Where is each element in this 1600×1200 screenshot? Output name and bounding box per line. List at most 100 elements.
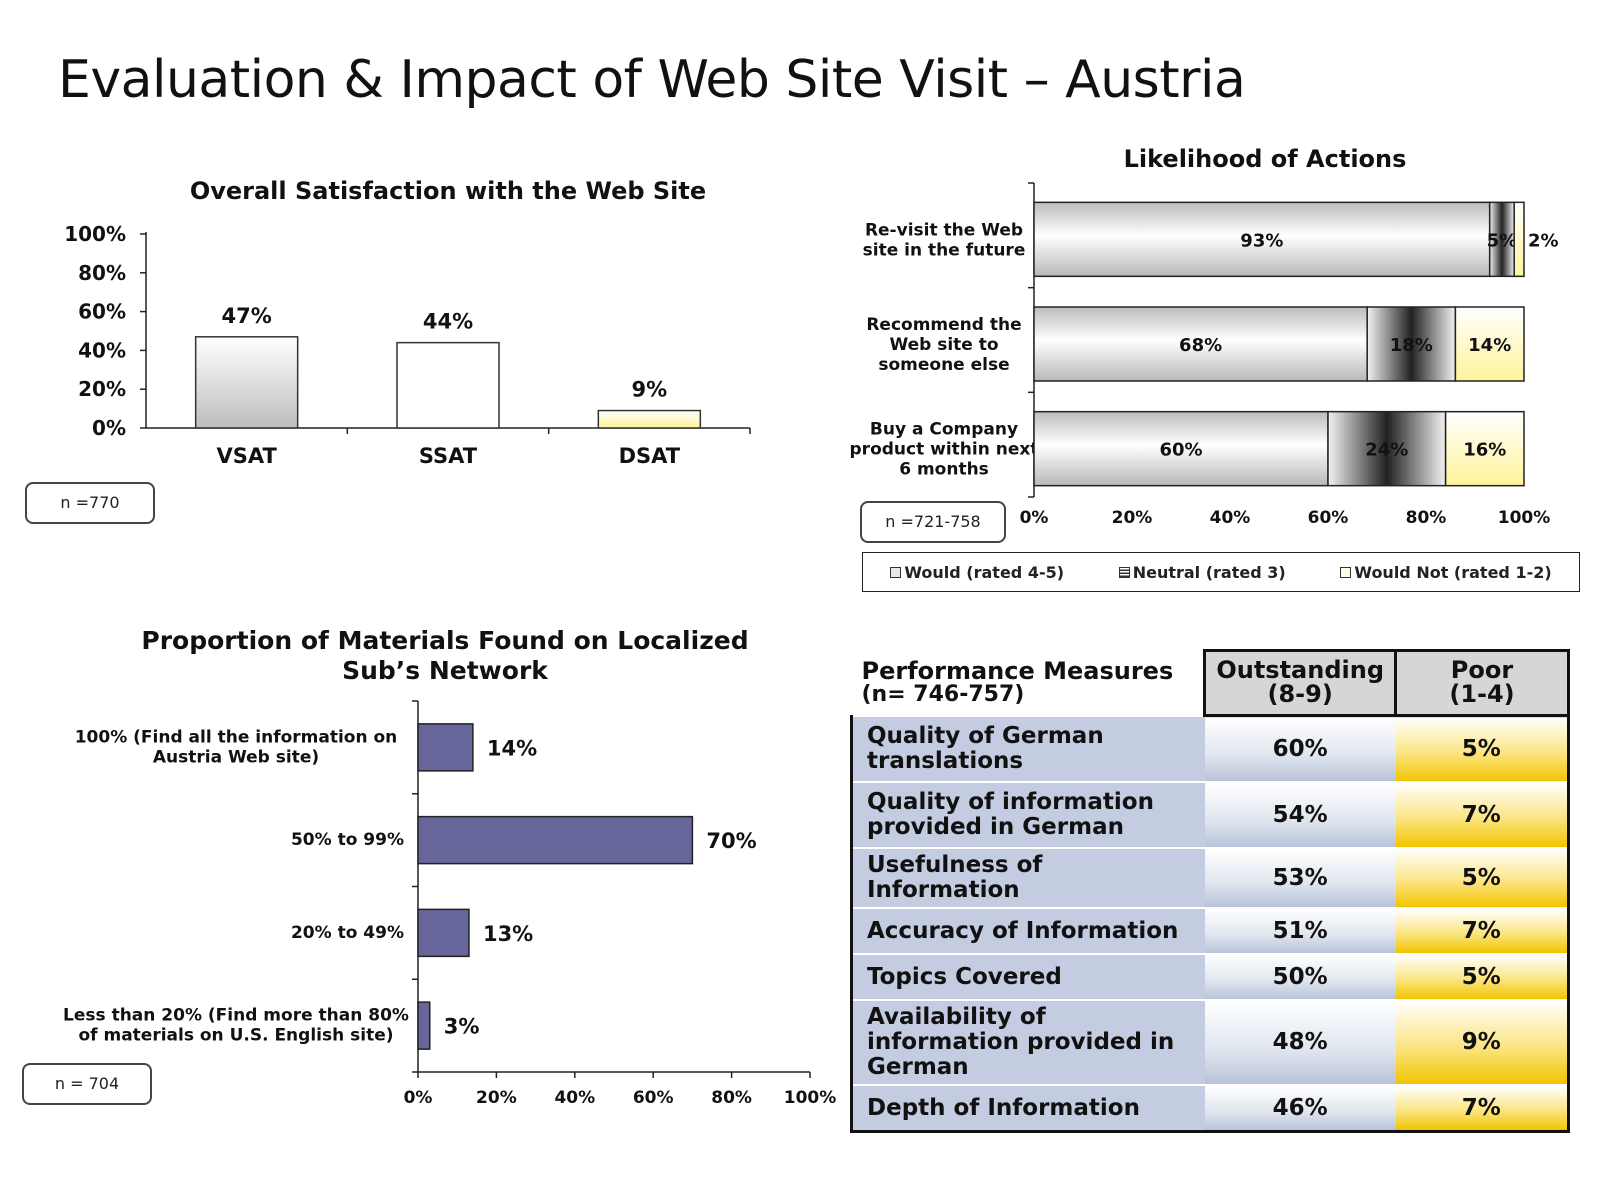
likelihood-data-label: 2% [1528, 230, 1559, 251]
materials-x-tick-label: 20% [476, 1088, 517, 1108]
column-header-outstanding: Outstanding (8-9) [1203, 649, 1397, 717]
materials-title: Proportion of Materials Found on Localiz… [141, 626, 748, 685]
performance-title: Performance Measures [861, 656, 1174, 685]
likelihood-data-label: 24% [1365, 440, 1408, 461]
satisfaction-data-label: 9% [632, 378, 668, 402]
performance-row-label: Quality of German translations [849, 714, 1205, 782]
satisfaction-y-tick-label: 60% [78, 300, 126, 324]
likelihood-sample-size: n =721-758 [860, 501, 1006, 543]
materials-category-label-4: Less than 20% (Find more than 80% of mate… [63, 1006, 409, 1046]
likelihood-bar-neutral-rated-3-2 [1366, 306, 1457, 382]
likelihood-bar-would-not-rated-1-2-3 [1444, 410, 1525, 487]
likelihood-title: Likelihood of Actions [1124, 145, 1407, 173]
column-header-outstanding-range: (8-9) [1267, 680, 1333, 708]
likelihood-data-label: 68% [1179, 335, 1222, 356]
likelihood-bar-neutral-rated-3-3 [1327, 410, 1447, 487]
likelihood-bar-would-rated-4-5-3 [1033, 410, 1329, 487]
materials-data-label: 13% [483, 922, 533, 946]
legend-label-neutral: Neutral (rated 3) [1132, 562, 1286, 582]
legend-label-would: Would (rated 4-5) [904, 562, 1065, 582]
performance-outstanding-value: 60% [1204, 714, 1396, 782]
materials-x-tick-label: 60% [633, 1088, 674, 1108]
likelihood-chart: Likelihood of Actions 0% 20% 40% 60% 80% 100% R… [850, 145, 1559, 528]
materials-bar-3 [417, 908, 470, 958]
performance-outstanding-value: 50% [1204, 953, 1396, 1000]
performance-row: Topics Covered 50% 5% [849, 953, 1570, 1000]
performance-row-label: Topics Covered [849, 953, 1205, 1000]
materials-chart: Proportion of Materials Found on Localiz… [63, 626, 837, 1108]
performance-poor-value: 7% [1395, 1084, 1570, 1133]
performance-outstanding-value: 48% [1204, 999, 1396, 1085]
likelihood-category-label-2: Recommend the Web site to someone else [866, 315, 1021, 375]
performance-row: Accuracy of Information 51% 7% [849, 907, 1570, 954]
performance-outstanding-value: 53% [1204, 847, 1396, 908]
satisfaction-bar-dsat [597, 409, 702, 429]
performance-header-row: Performance Measures (n= 746-757) Outsta… [851, 649, 1570, 717]
likelihood-bar-would-not-rated-1-2-2 [1454, 306, 1525, 382]
materials-category-label-2: 50% to 99% [291, 830, 404, 850]
performance-row-label: Depth of Information [849, 1084, 1205, 1133]
performance-row-label: Usefulness of Information [849, 847, 1205, 908]
materials-x-tick-label: 40% [554, 1088, 595, 1108]
materials-x-tick-label: 80% [711, 1088, 752, 1108]
slide-title: Evaluation & Impact of Web Site Visit – … [58, 50, 1246, 110]
satisfaction-y-tick-label: 100% [64, 222, 126, 246]
performance-row: Availability of information provided in … [849, 999, 1570, 1085]
performance-table-body: Quality of German translations 60% 5% Quali… [849, 714, 1570, 1133]
likelihood-x-tick-label: 20% [1112, 508, 1153, 528]
performance-row: Quality of information provided in Germa… [849, 781, 1570, 848]
materials-bar-4 [417, 1001, 431, 1050]
performance-poor-value: 7% [1395, 907, 1570, 954]
performance-table: Performance Measures (n= 746-757) Outsta… [849, 649, 1570, 1133]
satisfaction-sample-size: n =770 [25, 482, 155, 524]
satisfaction-data-label: 47% [222, 304, 272, 328]
satisfaction-y-tick-label: 20% [78, 377, 126, 401]
legend-swatch-would [890, 566, 902, 578]
materials-bar-1 [417, 723, 474, 772]
performance-row: Quality of German translations 60% 5% [849, 714, 1570, 782]
column-header-poor-name: Poor [1450, 656, 1514, 684]
likelihood-x-tick-label: 100% [1498, 508, 1551, 528]
likelihood-category-label-3: Buy a Company product within next 6 months [850, 420, 1039, 480]
performance-outstanding-value: 51% [1204, 907, 1396, 954]
performance-subtitle: (n= 746-757) [861, 681, 1025, 707]
satisfaction-y-tick-label: 40% [78, 338, 126, 362]
performance-row-label: Accuracy of Information [849, 907, 1205, 954]
materials-category-label-1: 100% (Find all the information on Austria… [75, 727, 398, 767]
likelihood-data-label: 16% [1463, 440, 1506, 461]
performance-poor-value: 5% [1395, 714, 1570, 782]
performance-row-label: Availability of information provided in … [849, 999, 1205, 1085]
materials-data-label: 14% [487, 736, 537, 760]
legend-label-would-not: Would Not (rated 1-2) [1354, 562, 1552, 582]
materials-x-tick-label: 100% [784, 1088, 837, 1108]
performance-row-label: Quality of information provided in Germa… [849, 781, 1205, 848]
materials-bar-2 [417, 815, 694, 865]
satisfaction-category-label: VSAT [217, 444, 278, 468]
performance-poor-value: 7% [1395, 781, 1570, 848]
likelihood-bar-would-not-rated-1-2-1 [1513, 201, 1525, 278]
legend-swatch-neutral [1118, 566, 1130, 578]
materials-data-label: 3% [444, 1015, 480, 1039]
legend-swatch-would-not [1340, 566, 1352, 578]
performance-title-cell: Performance Measures (n= 746-757) [851, 650, 1205, 716]
satisfaction-bar-vsat [194, 336, 299, 429]
performance-outstanding-value: 46% [1204, 1084, 1396, 1133]
materials-x-tick-label: 0% [404, 1088, 433, 1108]
satisfaction-chart: Overall Satisfaction with the Web Site 0%… [64, 177, 751, 468]
materials-data-label: 70% [706, 829, 756, 853]
satisfaction-bar-ssat [396, 341, 500, 429]
performance-outstanding-value: 54% [1204, 781, 1396, 848]
likelihood-x-tick-label: 40% [1210, 508, 1251, 528]
likelihood-data-label: 60% [1159, 440, 1202, 461]
satisfaction-title: Overall Satisfaction with the Web Site [190, 177, 706, 205]
satisfaction-category-label: DSAT [619, 444, 681, 468]
likelihood-category-label-1: Re-visit the Web site in the future [863, 220, 1026, 260]
performance-row: Usefulness of Information 53% 5% [849, 847, 1570, 908]
performance-poor-value: 9% [1395, 999, 1570, 1085]
materials-sample-size: n = 704 [22, 1063, 152, 1105]
satisfaction-y-tick-label: 80% [78, 261, 126, 285]
column-header-poor: Poor (1-4) [1394, 649, 1570, 717]
satisfaction-y-tick-label: 0% [92, 416, 126, 440]
legend-item-neutral: Neutral (rated 3) [1118, 562, 1286, 582]
likelihood-data-label: 14% [1468, 335, 1511, 356]
